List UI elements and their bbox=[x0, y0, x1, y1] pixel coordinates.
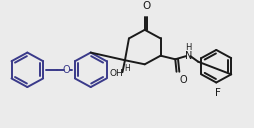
Text: H: H bbox=[185, 43, 191, 52]
Text: F: F bbox=[214, 88, 220, 98]
Text: H: H bbox=[124, 64, 129, 73]
Text: OH: OH bbox=[109, 69, 123, 78]
Text: O: O bbox=[62, 65, 70, 75]
Text: N: N bbox=[184, 51, 192, 61]
Text: O: O bbox=[179, 75, 187, 85]
Text: O: O bbox=[141, 1, 150, 11]
